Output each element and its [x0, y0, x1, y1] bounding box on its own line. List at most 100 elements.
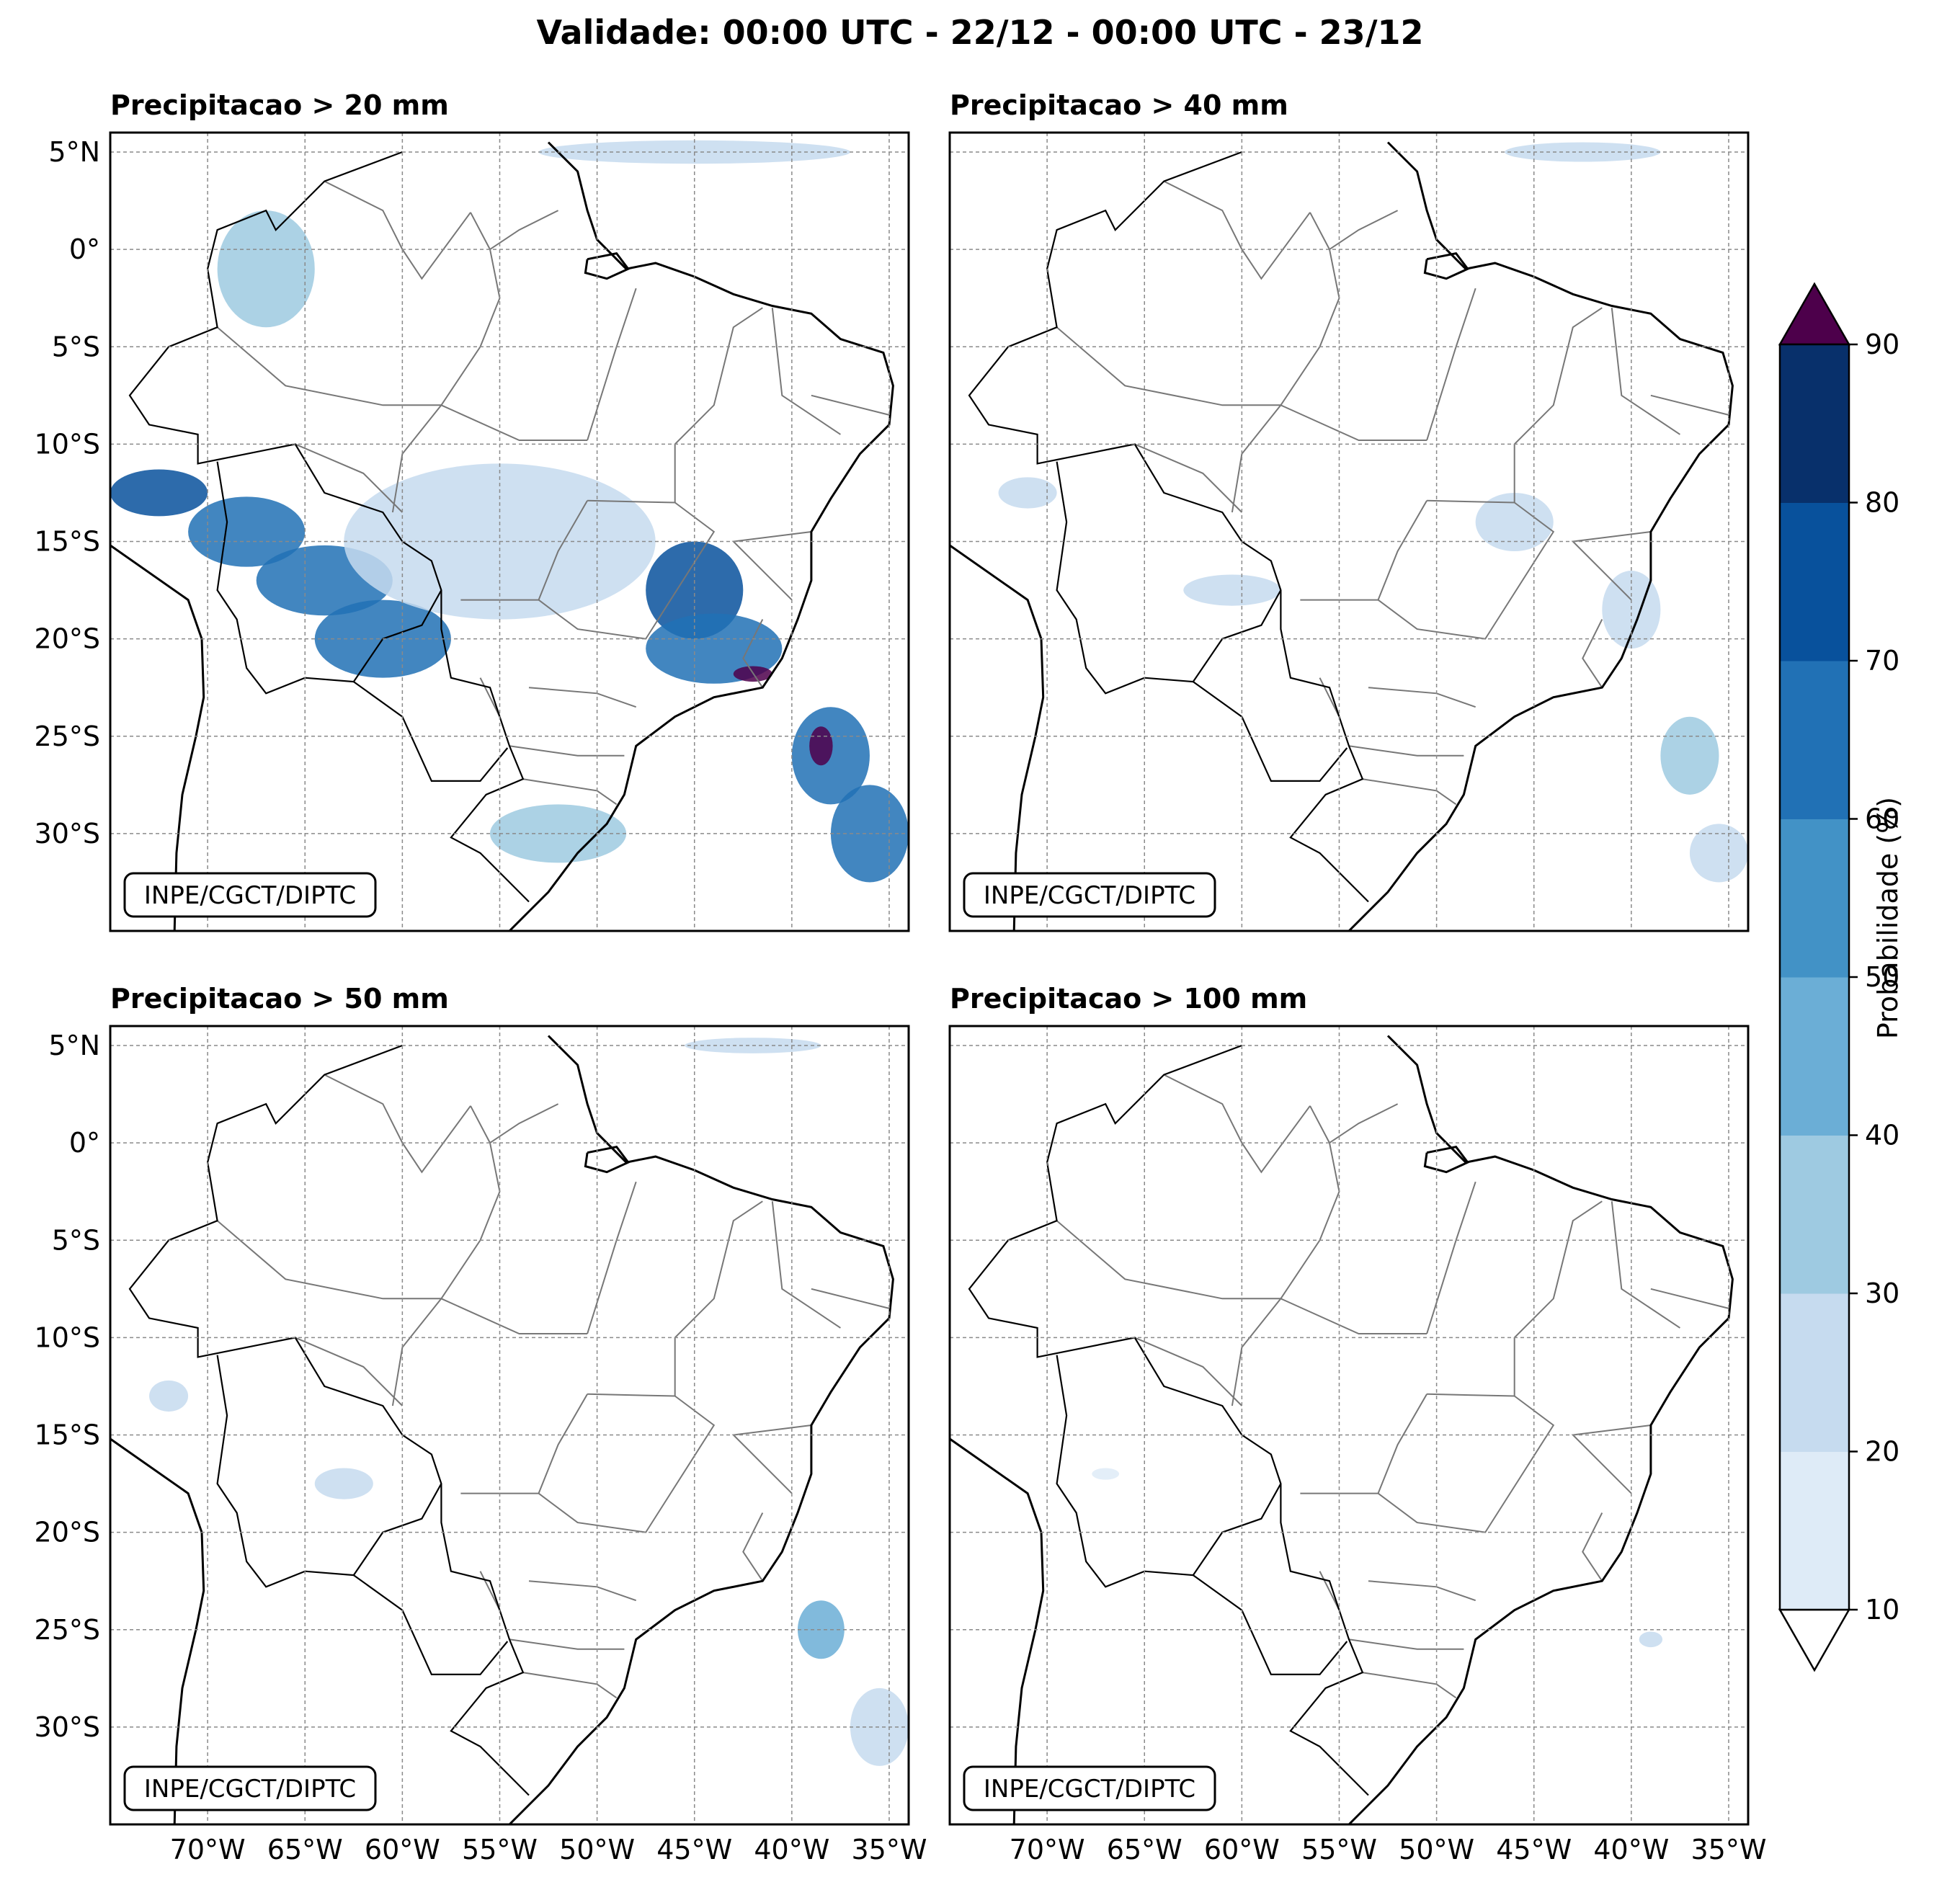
credit-box: [123, 1765, 377, 1811]
y-tick-label: 5°S: [52, 1224, 100, 1256]
x-tick-label: 35°W: [852, 1834, 927, 1865]
coastline: [110, 1122, 205, 1824]
x-tick-label: 45°W: [656, 1834, 732, 1865]
probability-area: [1639, 1631, 1663, 1648]
state-border: [1348, 1639, 1464, 1650]
island-coastline: [584, 1145, 631, 1174]
country-border: [1193, 681, 1348, 782]
state-border: [1280, 1298, 1427, 1334]
coastline: [1348, 1035, 1734, 1824]
state-border: [771, 308, 841, 435]
state-border: [509, 1639, 625, 1650]
colorbar-tick-label: 10: [1865, 1594, 1899, 1626]
state-border: [1134, 1337, 1243, 1406]
state-border: [1280, 404, 1427, 441]
colorbar-segment: [1780, 977, 1849, 1136]
y-tick-label: 5°S: [52, 331, 100, 362]
state-border: [1319, 677, 1340, 718]
panel-title-100mm: Precipitacao > 100 mm: [950, 983, 1308, 1015]
state-border: [1056, 1220, 1281, 1300]
panel-title-50mm: Precipitacao > 50 mm: [110, 983, 449, 1015]
probability-area: [998, 477, 1057, 509]
coastline: [1348, 141, 1734, 931]
colorbar-segment: [1780, 1451, 1849, 1610]
x-tick-label: 50°W: [1399, 1834, 1474, 1865]
colorbar-label: Probabilidade (%): [1872, 796, 1904, 1040]
colorbar-tick-label: 20: [1865, 1436, 1899, 1468]
figure-title: Validade: 00:00 UTC - 22/12 - 00:00 UTC …: [536, 13, 1424, 52]
colorbar-segment: [1780, 1135, 1849, 1294]
probability-area: [110, 469, 208, 517]
probability-area: [797, 1600, 845, 1659]
probability-area: [1602, 571, 1661, 649]
probability-area: [314, 1468, 373, 1499]
colorbar-tick-label: 60: [1865, 803, 1899, 835]
probability-area: [149, 1380, 189, 1412]
map-content: [110, 1026, 909, 1824]
state-border: [216, 1220, 442, 1300]
map-content: [110, 133, 909, 931]
y-tick-label: 30°S: [35, 1711, 100, 1743]
map-frame: [109, 1025, 910, 1826]
probability-area: [1183, 574, 1281, 606]
probability-area: [217, 210, 315, 328]
state-border: [811, 1288, 890, 1309]
credit-label: INPE/CGCT/DIPTC: [984, 881, 1195, 910]
y-tick-label: 5°N: [48, 136, 100, 168]
x-tick-label: 50°W: [559, 1834, 635, 1865]
x-tick-label: 45°W: [1496, 1834, 1572, 1865]
state-border: [1650, 394, 1729, 416]
colorbar: 10 20 30 40 50 60 70 80 90: [1778, 282, 1899, 1672]
state-border: [1377, 501, 1555, 640]
colorbar-tick-label: 80: [1865, 487, 1899, 519]
state-border: [1611, 1201, 1680, 1329]
y-tick-label: 25°S: [35, 721, 100, 752]
state-border: [742, 619, 764, 688]
probability-area: [1689, 824, 1748, 883]
credit-box: [963, 872, 1216, 918]
y-tick-label: 20°S: [35, 623, 100, 655]
state-border: [509, 745, 625, 757]
state-border: [479, 1571, 501, 1611]
map-frame: [109, 131, 910, 932]
state-border: [1056, 326, 1281, 406]
state-border: [295, 443, 404, 513]
state-border: [538, 501, 716, 640]
island-coastline: [1423, 1145, 1470, 1174]
colorbar-segment: [1780, 1293, 1849, 1452]
state-border: [440, 404, 588, 441]
map-panels: INPE/CGCT/DIPTC 5°N 0° 5°S 10°S 15°S 20°S 25°S 3…: [35, 131, 1767, 1865]
country-border: [1056, 1355, 1282, 1588]
state-border: [1611, 308, 1680, 435]
credit-label: INPE/CGCT/DIPTC: [984, 1775, 1195, 1804]
probability-area: [1660, 716, 1719, 795]
country-border: [1056, 461, 1282, 695]
colorbar-tick-label: 50: [1865, 961, 1899, 993]
map-background: [950, 133, 1748, 931]
probability-area: [850, 1687, 909, 1766]
y-tick-label: 0°: [69, 1127, 100, 1159]
coastline: [110, 228, 205, 931]
state-border: [1319, 1571, 1340, 1611]
credit-label: INPE/CGCT/DIPTC: [144, 881, 356, 910]
state-border: [742, 1512, 764, 1582]
probability-area: [809, 726, 833, 766]
map-panel: INPE/CGCT/DIPTC: [948, 131, 1750, 932]
x-tick-label: 35°W: [1691, 1834, 1767, 1865]
colorbar-tick-label: 90: [1865, 329, 1899, 360]
colorbar-segment: [1780, 661, 1849, 819]
colorbar-over-arrow: [1778, 282, 1851, 346]
map-panel: INPE/CGCT/DIPTC 5°N 0° 5°S 10°S 15°S 20°S 25°S 3…: [35, 131, 910, 932]
state-border: [1582, 1512, 1603, 1582]
probability-area: [188, 496, 306, 567]
colorbar-tick-label: 70: [1865, 645, 1899, 677]
state-border: [1377, 1395, 1555, 1533]
y-tick-label: 15°S: [35, 1419, 100, 1451]
map-frame: [948, 131, 1750, 932]
country-border: [968, 1044, 1369, 1796]
country-border: [1193, 1574, 1348, 1675]
colorbar-tick-label: 40: [1865, 1120, 1899, 1151]
y-tick-label: 25°S: [35, 1614, 100, 1646]
coastline: [508, 1035, 894, 1824]
